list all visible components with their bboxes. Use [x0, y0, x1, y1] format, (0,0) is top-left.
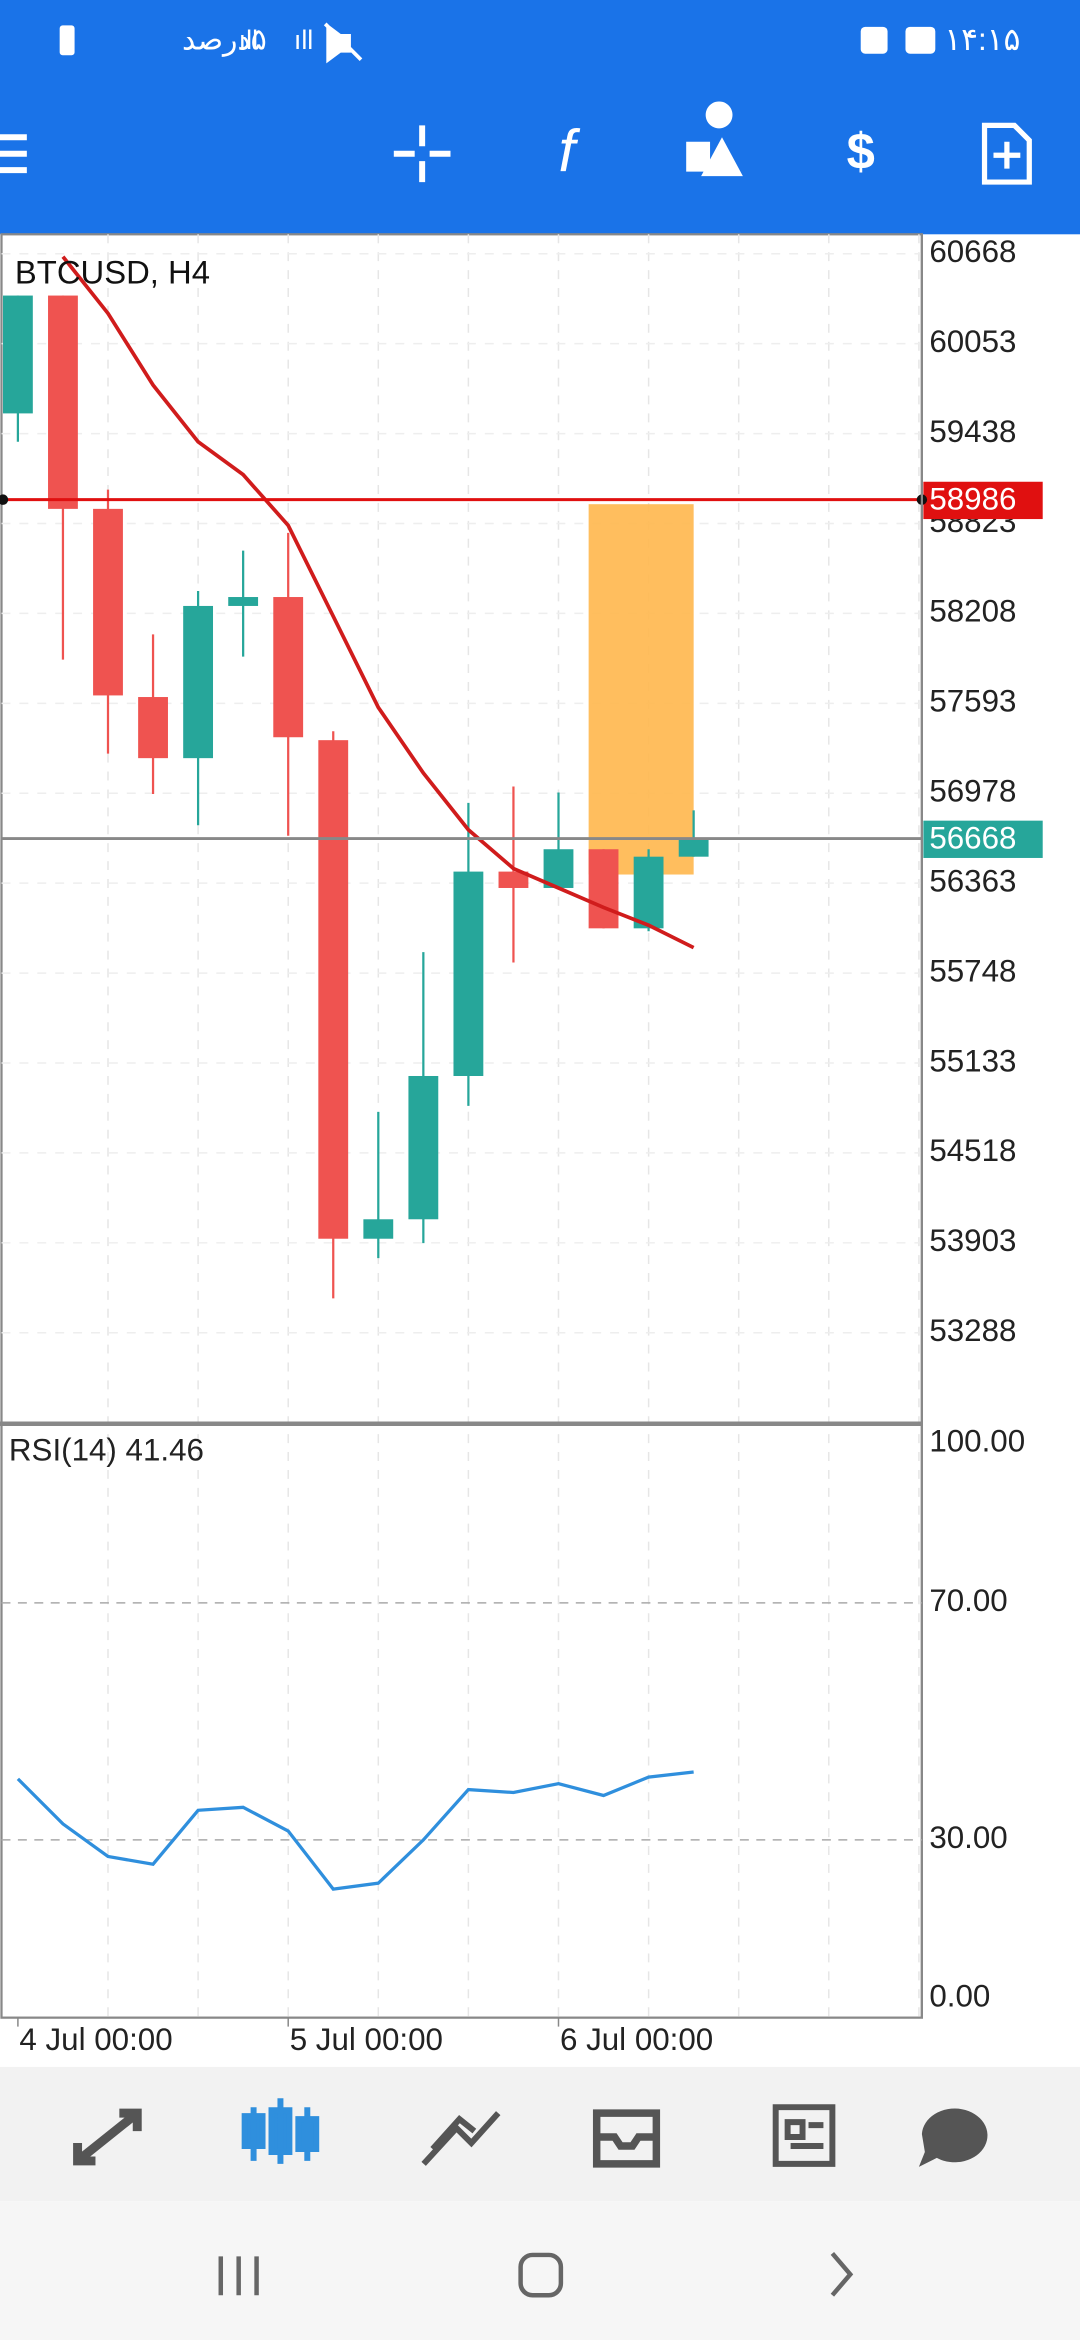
candle-body [93, 508, 123, 696]
candle-body [453, 871, 484, 1076]
candle-body [543, 849, 574, 888]
y-tick-label: 57593 [929, 684, 1016, 719]
y-tick-label: 56978 [929, 774, 1016, 809]
y-tick-label: 59438 [929, 414, 1016, 449]
candle-body [363, 1219, 394, 1239]
indicators-button[interactable]: f [559, 117, 581, 184]
highlight-box [588, 504, 694, 875]
messages-tab[interactable] [918, 2108, 988, 2167]
candle-body [678, 838, 709, 857]
y-tick-label: 56363 [929, 863, 1016, 898]
y-tick-label: 70.00 [929, 1583, 1007, 1618]
y-tick-label: 54518 [929, 1133, 1016, 1168]
recents-button[interactable] [218, 2256, 259, 2296]
y-tick-label: 55133 [929, 1043, 1016, 1078]
y-tick-label: 0.00 [929, 1979, 990, 2014]
y-tick-label: 53288 [929, 1313, 1016, 1348]
candle-body [588, 849, 619, 929]
rsi-title: RSI(14) 41.46 [9, 1432, 204, 1467]
x-tick-label: 4 Jul 00:00 [19, 2022, 172, 2057]
bottom-nav [0, 2066, 1080, 2202]
objects-button[interactable] [686, 101, 743, 177]
trade-tab[interactable] [421, 2111, 501, 2166]
price-tag-label: 58986 [929, 481, 1016, 516]
news-tab[interactable] [772, 2104, 836, 2167]
signal-icon: ıll [239, 25, 258, 55]
mute-icon [323, 22, 363, 64]
new-order-button[interactable] [981, 122, 1032, 185]
candle-body [48, 295, 78, 509]
candle-body [2, 295, 33, 414]
notif-icon [860, 26, 888, 54]
battery-icon [59, 25, 75, 56]
candle-body [228, 597, 259, 606]
y-tick-label: 100.00 [929, 1423, 1025, 1458]
app-bar [0, 0, 1080, 235]
price-tag-label: 56668 [929, 820, 1016, 855]
y-tick-label: 60668 [929, 234, 1016, 269]
line-dot [0, 494, 9, 505]
clock: ۱۴:۱۵ [944, 22, 1020, 57]
rsi-line [16, 1770, 694, 1891]
trade-button[interactable]: $ [847, 123, 875, 180]
price-tag [923, 481, 1043, 520]
y-tick-label: 58208 [929, 594, 1016, 629]
system-nav [0, 2201, 1080, 2340]
menu-button[interactable] [0, 134, 27, 174]
candle-body [138, 697, 168, 759]
candle-body [318, 740, 349, 1239]
chart-title: BTCUSD, H4 [15, 253, 210, 290]
charts-tab[interactable] [241, 2098, 320, 2164]
y-tick-label: 30.00 [929, 1820, 1007, 1855]
candle-body [633, 856, 664, 929]
candle-body [183, 605, 214, 759]
candle-body [273, 597, 304, 738]
signal-icon: ıll [294, 25, 313, 55]
home-button[interactable] [518, 2252, 564, 2298]
quotes-tab[interactable] [73, 2108, 142, 2166]
y-tick-label: 60053 [929, 324, 1016, 359]
battery-text: ۵درصد [182, 24, 267, 58]
back-button[interactable] [830, 2251, 854, 2297]
y-tick-label: 53903 [929, 1223, 1016, 1258]
chart-frame [0, 233, 923, 2019]
x-tick-label: 5 Jul 00:00 [290, 2022, 443, 2057]
price-tag [923, 820, 1043, 858]
crosshair-button[interactable] [393, 125, 451, 183]
x-tick-label: 6 Jul 00:00 [560, 2022, 713, 2057]
y-tick-label: 55748 [929, 953, 1016, 988]
gallery-icon [905, 26, 936, 54]
candle-body [408, 1075, 439, 1220]
candle-body [498, 871, 529, 888]
history-tab[interactable] [592, 2109, 661, 2168]
moving-average [61, 255, 695, 950]
